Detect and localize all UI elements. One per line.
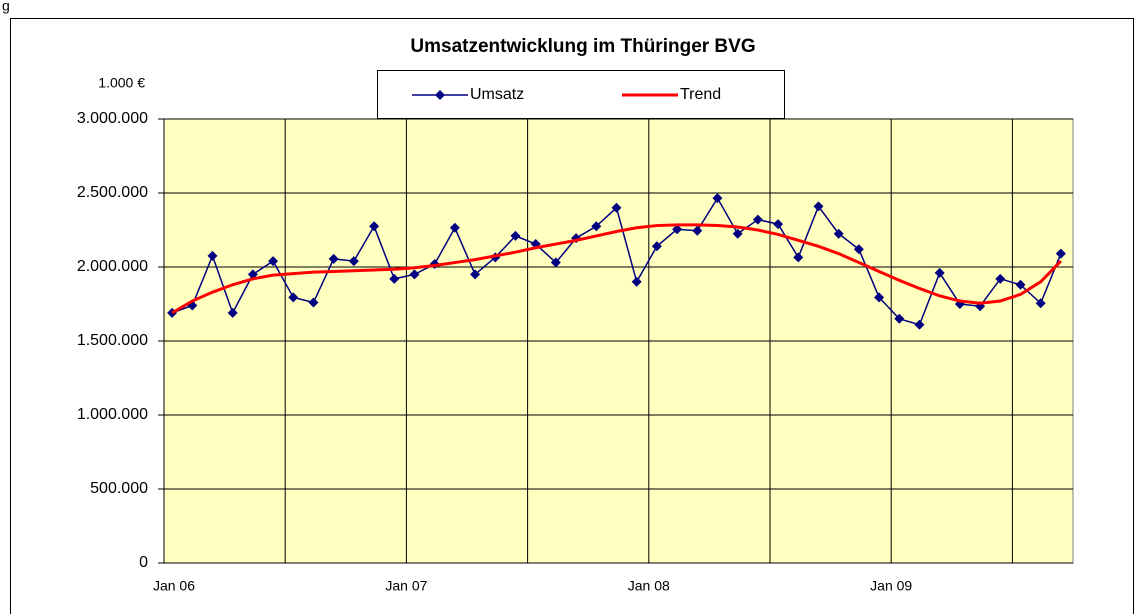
point (510, 230, 521, 241)
point (773, 219, 784, 230)
chart-title: Umsatzentwicklung im Thüringer BVG (410, 36, 755, 57)
y-tick-label: 2.000.000 (77, 258, 148, 275)
y-tick-label: 3.000.000 (77, 110, 148, 127)
y-unit-label: 1.000 € (98, 75, 145, 91)
point (611, 202, 622, 213)
point (328, 253, 339, 264)
point (995, 273, 1006, 284)
x-tick-label: Jan 09 (870, 578, 912, 594)
point (752, 214, 763, 225)
point (470, 269, 481, 280)
y-tick-label: 2.500.000 (77, 184, 148, 201)
point (308, 297, 319, 308)
point (288, 292, 299, 303)
x-tick-label: Jan 06 (153, 578, 195, 594)
point (591, 221, 602, 232)
point (813, 201, 824, 212)
point (409, 269, 420, 280)
point (369, 221, 380, 232)
point (692, 225, 703, 236)
point (672, 224, 683, 235)
point (651, 241, 662, 252)
point (1015, 279, 1026, 290)
point (874, 292, 885, 303)
point (631, 276, 642, 287)
series-line (171, 223, 1062, 315)
x-tick-label: Jan 07 (385, 578, 427, 594)
point (712, 193, 723, 204)
legend-marker (435, 90, 445, 100)
point (853, 244, 864, 255)
legend-label: Trend (680, 86, 721, 103)
point (732, 228, 743, 239)
point (1055, 248, 1066, 259)
point (894, 313, 905, 324)
x-tick-label: Jan 08 (628, 578, 670, 594)
point (207, 250, 218, 261)
y-tick-label: 1.500.000 (77, 332, 148, 349)
point (833, 228, 844, 239)
caption: g (2, 0, 10, 14)
point (793, 252, 804, 263)
point (449, 222, 460, 233)
y-tick-label: 1.000.000 (77, 406, 148, 423)
point (268, 256, 279, 267)
y-tick-label: 500.000 (90, 480, 148, 497)
point (1035, 298, 1046, 309)
point (389, 273, 400, 284)
legend-label: Umsatz (470, 86, 524, 103)
y-tick-label: 0 (139, 554, 148, 571)
point (914, 319, 925, 330)
point (934, 267, 945, 278)
point (348, 256, 359, 267)
point (227, 307, 238, 318)
point (550, 257, 561, 268)
